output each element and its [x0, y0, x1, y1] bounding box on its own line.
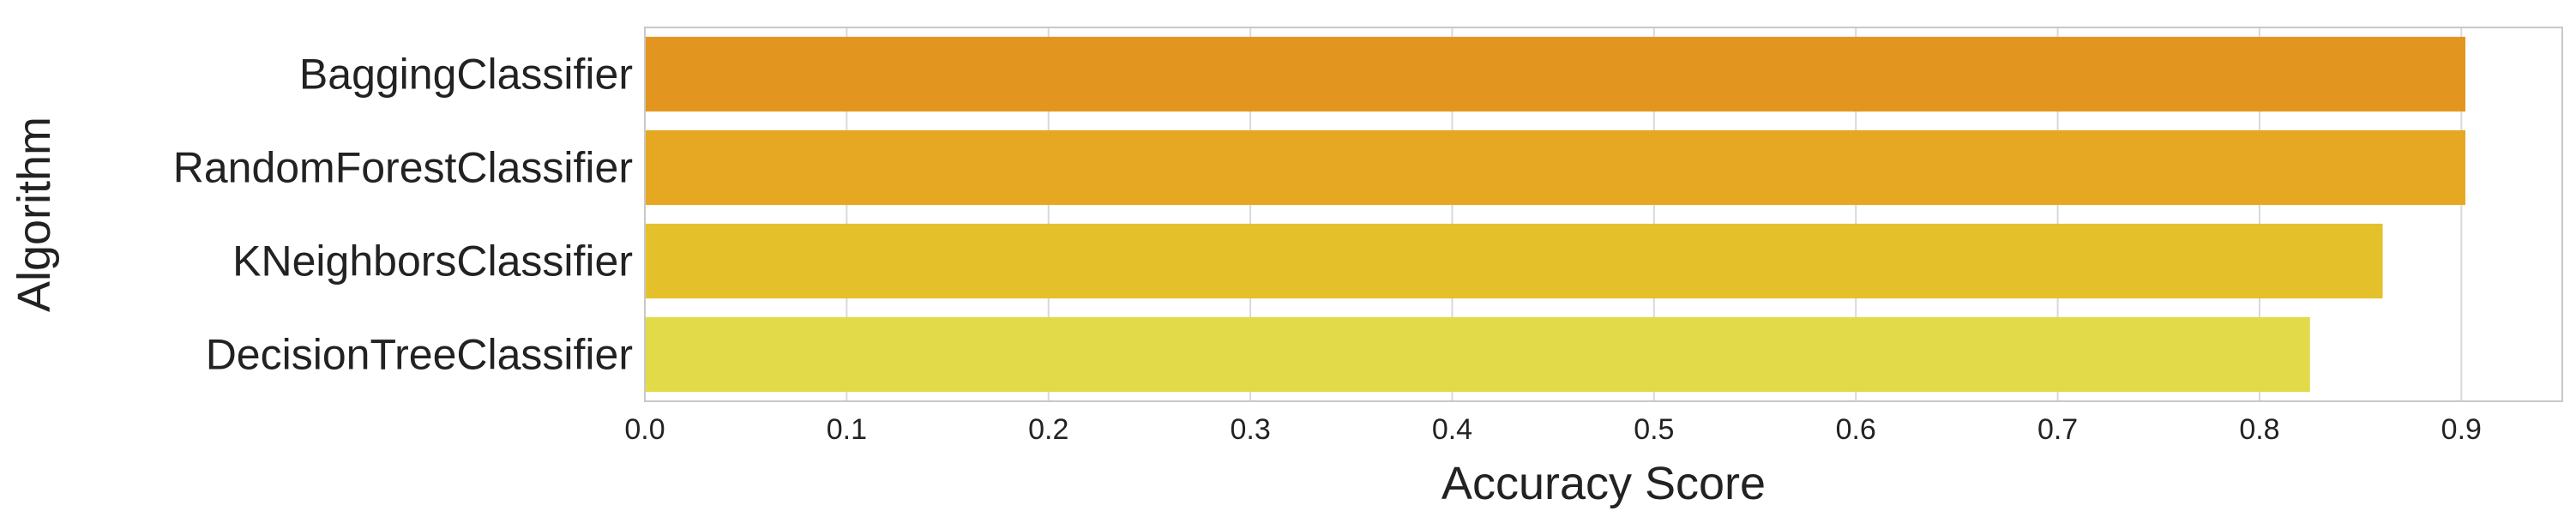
x-axis-title: Accuracy Score: [1441, 458, 1766, 509]
y-category-label: BaggingClassifier: [299, 51, 633, 99]
y-category-label: DecisionTreeClassifier: [206, 331, 633, 379]
x-tick-label: 0.0: [624, 413, 665, 446]
x-tick-label: 0.9: [2441, 413, 2482, 446]
x-tick-labels: 0.0 0.1 0.2 0.3 0.4 0.5 0.6 0.7 0.8 0.9: [624, 413, 2482, 446]
bar-randomforestclassifier: [645, 129, 2466, 206]
x-tick-label: 0.6: [1836, 413, 1876, 446]
x-tick-label: 0.3: [1230, 413, 1270, 446]
x-tick-label: 0.8: [2239, 413, 2279, 446]
plot-frame: [644, 27, 2563, 402]
x-tick-label: 0.7: [2037, 413, 2078, 446]
x-tick-label: 0.1: [827, 413, 867, 446]
y-axis-title: Algorithm: [9, 117, 60, 312]
bar-kneighborsclassifier: [645, 223, 2383, 299]
y-category-label: RandomForestClassifier: [173, 144, 633, 192]
x-tick-label: 0.4: [1432, 413, 1472, 446]
y-category-labels: BaggingClassifier RandomForestClassifier K…: [173, 51, 633, 379]
x-tick-label: 0.5: [1634, 413, 1674, 446]
bar-decisiontreeclassifier: [645, 316, 2310, 393]
y-category-label: KNeighborsClassifier: [232, 237, 633, 286]
x-tick-label: 0.2: [1028, 413, 1068, 446]
bars: [645, 36, 2466, 393]
bar-baggingclassifier: [645, 36, 2466, 112]
